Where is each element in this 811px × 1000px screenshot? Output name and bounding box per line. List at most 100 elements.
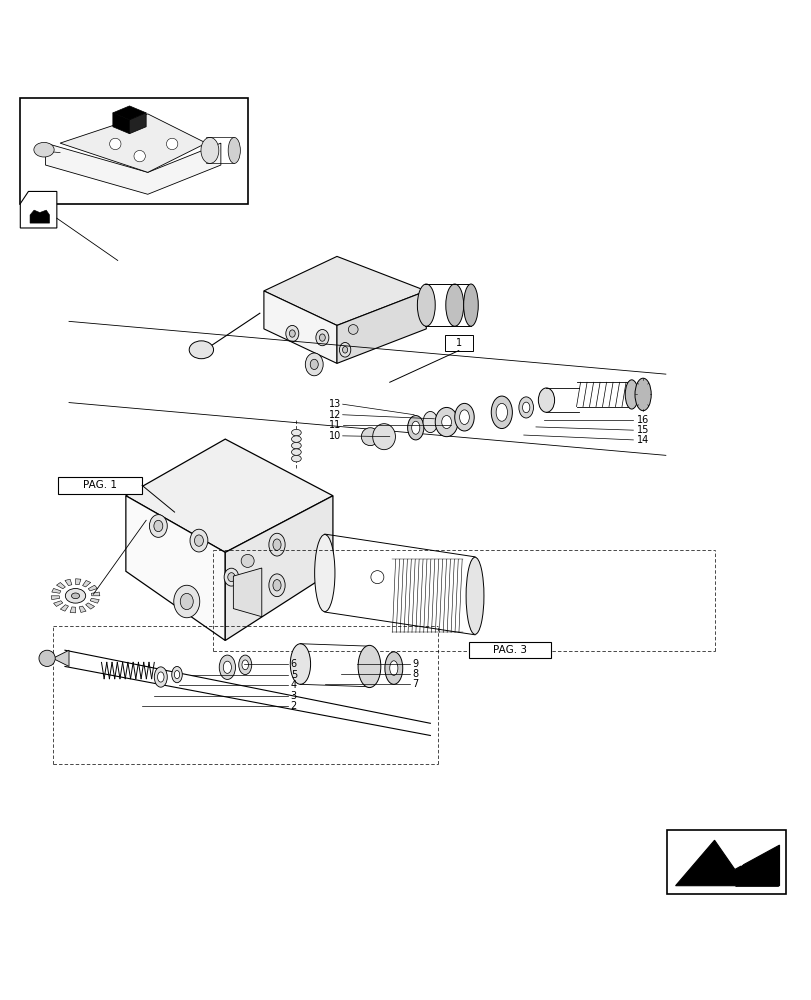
Ellipse shape <box>201 137 218 163</box>
Polygon shape <box>722 847 750 865</box>
Polygon shape <box>264 291 337 363</box>
Ellipse shape <box>157 672 164 682</box>
Text: 8: 8 <box>412 669 418 679</box>
Circle shape <box>109 138 121 150</box>
Polygon shape <box>65 579 72 586</box>
Ellipse shape <box>227 573 235 582</box>
Polygon shape <box>113 113 129 134</box>
Text: 15: 15 <box>637 425 649 435</box>
Ellipse shape <box>291 455 301 462</box>
Circle shape <box>134 150 145 162</box>
Text: 10: 10 <box>328 431 341 441</box>
Polygon shape <box>129 113 146 134</box>
Ellipse shape <box>189 341 213 359</box>
Polygon shape <box>53 650 69 666</box>
Ellipse shape <box>285 325 298 342</box>
Ellipse shape <box>223 661 231 673</box>
Ellipse shape <box>389 661 397 675</box>
Polygon shape <box>70 607 75 613</box>
Ellipse shape <box>238 655 251 675</box>
Bar <box>58 477 142 494</box>
Polygon shape <box>20 191 57 228</box>
Circle shape <box>241 554 254 567</box>
Polygon shape <box>30 210 49 223</box>
Polygon shape <box>90 598 99 603</box>
Ellipse shape <box>65 589 85 603</box>
Ellipse shape <box>272 580 281 591</box>
Polygon shape <box>57 582 66 589</box>
Circle shape <box>371 571 384 584</box>
Ellipse shape <box>358 645 380 688</box>
Ellipse shape <box>171 666 182 683</box>
Ellipse shape <box>315 329 328 346</box>
Ellipse shape <box>291 449 301 455</box>
Text: 12: 12 <box>328 410 341 420</box>
Ellipse shape <box>466 557 483 634</box>
Ellipse shape <box>538 388 554 412</box>
Text: 3: 3 <box>290 691 297 701</box>
Ellipse shape <box>290 644 310 684</box>
Ellipse shape <box>435 407 457 437</box>
Polygon shape <box>54 601 62 606</box>
Polygon shape <box>113 106 146 120</box>
Ellipse shape <box>224 568 238 586</box>
Polygon shape <box>91 592 100 596</box>
Bar <box>667 830 785 894</box>
Polygon shape <box>337 291 426 363</box>
Ellipse shape <box>454 403 474 431</box>
Polygon shape <box>75 579 81 585</box>
Ellipse shape <box>384 652 402 684</box>
Polygon shape <box>85 603 94 609</box>
Ellipse shape <box>496 403 507 421</box>
Circle shape <box>348 325 358 334</box>
Ellipse shape <box>339 342 350 357</box>
Polygon shape <box>675 840 779 886</box>
Polygon shape <box>60 605 68 611</box>
Text: PAG. 3: PAG. 3 <box>492 645 526 655</box>
Text: 9: 9 <box>412 659 418 669</box>
Text: 6: 6 <box>290 659 297 669</box>
Ellipse shape <box>272 539 281 550</box>
Bar <box>469 642 550 658</box>
Text: 5: 5 <box>290 670 297 680</box>
Polygon shape <box>126 439 333 552</box>
Polygon shape <box>734 865 777 886</box>
Polygon shape <box>233 568 261 617</box>
Ellipse shape <box>180 593 193 610</box>
Ellipse shape <box>441 416 451 429</box>
Polygon shape <box>88 585 97 591</box>
Ellipse shape <box>463 284 478 326</box>
Bar <box>20 98 247 204</box>
Ellipse shape <box>491 396 512 429</box>
Ellipse shape <box>624 380 637 409</box>
Polygon shape <box>264 256 426 325</box>
Ellipse shape <box>407 416 423 440</box>
Text: 4: 4 <box>290 680 297 690</box>
Circle shape <box>39 650 55 666</box>
Ellipse shape <box>291 442 301 449</box>
Ellipse shape <box>315 535 334 612</box>
Ellipse shape <box>194 535 203 546</box>
Ellipse shape <box>268 574 285 597</box>
Polygon shape <box>225 496 333 640</box>
Ellipse shape <box>149 515 167 537</box>
Text: 16: 16 <box>637 415 649 425</box>
Ellipse shape <box>268 533 285 556</box>
Text: 2: 2 <box>290 701 297 711</box>
Polygon shape <box>83 580 91 587</box>
Ellipse shape <box>190 529 208 552</box>
Text: 7: 7 <box>412 679 418 689</box>
Ellipse shape <box>154 667 167 687</box>
Ellipse shape <box>634 378 650 411</box>
Text: PAG. 1: PAG. 1 <box>84 480 117 490</box>
Ellipse shape <box>154 520 162 532</box>
Ellipse shape <box>291 436 301 442</box>
Ellipse shape <box>459 410 469 424</box>
Polygon shape <box>126 496 225 640</box>
Ellipse shape <box>174 671 179 679</box>
Ellipse shape <box>342 346 347 353</box>
Polygon shape <box>79 606 86 612</box>
Ellipse shape <box>417 284 435 326</box>
Ellipse shape <box>228 137 240 163</box>
Text: 13: 13 <box>328 399 341 409</box>
